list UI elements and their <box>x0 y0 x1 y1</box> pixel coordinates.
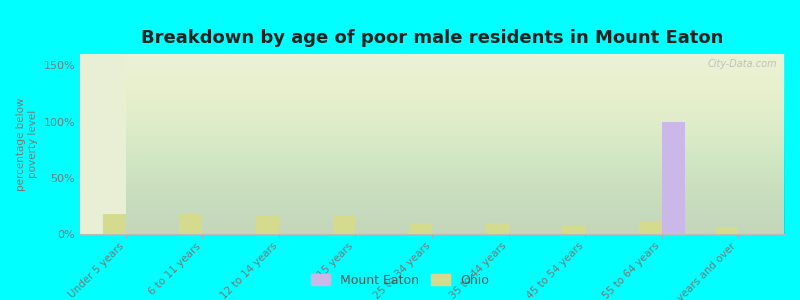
Bar <box>715 227 738 234</box>
Bar <box>638 222 662 234</box>
Text: City-Data.com: City-Data.com <box>707 59 777 69</box>
Bar <box>333 216 355 234</box>
Bar <box>562 225 585 234</box>
Title: Breakdown by age of poor male residents in Mount Eaton: Breakdown by age of poor male residents … <box>141 29 723 47</box>
Bar <box>409 223 432 234</box>
Bar <box>103 214 126 234</box>
Bar <box>662 122 685 234</box>
Legend: Mount Eaton, Ohio: Mount Eaton, Ohio <box>307 270 493 291</box>
Bar <box>179 214 202 234</box>
Bar <box>486 223 509 234</box>
Bar <box>256 216 279 234</box>
Y-axis label: percentage below
poverty level: percentage below poverty level <box>16 97 38 191</box>
